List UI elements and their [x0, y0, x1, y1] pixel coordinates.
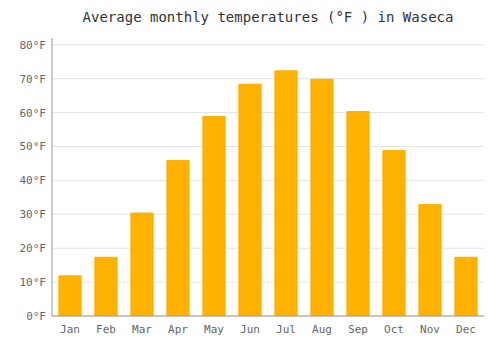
bar [310, 79, 333, 316]
y-tick-label: 50°F [20, 140, 47, 153]
x-tick-label: Jul [276, 323, 296, 336]
bar [346, 111, 369, 316]
x-tick-label: Oct [384, 323, 404, 336]
x-tick-label: Apr [168, 323, 188, 336]
x-axis-line [52, 316, 484, 317]
grid [52, 45, 484, 316]
x-tick-label: Aug [312, 323, 332, 336]
x-tick-label: Sep [348, 323, 368, 336]
grid-line [52, 146, 484, 147]
title: Average monthly temperatures (°F ) in Wa… [83, 9, 454, 25]
x-tick-label: Nov [420, 323, 440, 336]
y-tick-label: 40°F [20, 174, 47, 187]
bar [58, 275, 81, 316]
bar [382, 150, 405, 316]
grid-line [52, 112, 484, 113]
bars [58, 70, 477, 316]
x-tick-label: Jun [240, 323, 260, 336]
x-tick-label: Jan [60, 323, 80, 336]
x-tick-label: May [204, 323, 224, 336]
bar [418, 204, 441, 316]
x-tick-label: Feb [96, 323, 116, 336]
bar [238, 84, 261, 316]
y-axis-line [52, 38, 53, 316]
bar [454, 257, 477, 316]
x-tick-label: Dec [456, 323, 476, 336]
grid-line [52, 78, 484, 79]
y-tick-label: 80°F [20, 39, 47, 52]
grid-line [52, 180, 484, 181]
bar [130, 213, 153, 316]
y-tick-label: 10°F [20, 276, 47, 289]
bar [274, 70, 297, 316]
chart: Average monthly temperatures (°F ) in Wa… [0, 0, 500, 350]
grid-line [52, 316, 484, 317]
y-tick-label: 20°F [20, 242, 47, 255]
y-tick-label: 70°F [20, 73, 47, 86]
bar [166, 160, 189, 316]
grid-line [52, 44, 484, 45]
y-tick-label: 0°F [26, 310, 46, 323]
chart-container: Average monthly temperatures (°F ) in Wa… [0, 0, 500, 350]
y-tick-label: 60°F [20, 107, 47, 120]
y-tick-label: 30°F [20, 208, 47, 221]
bar [202, 116, 225, 316]
bar [94, 257, 117, 316]
x-tick-label: Mar [132, 323, 152, 336]
